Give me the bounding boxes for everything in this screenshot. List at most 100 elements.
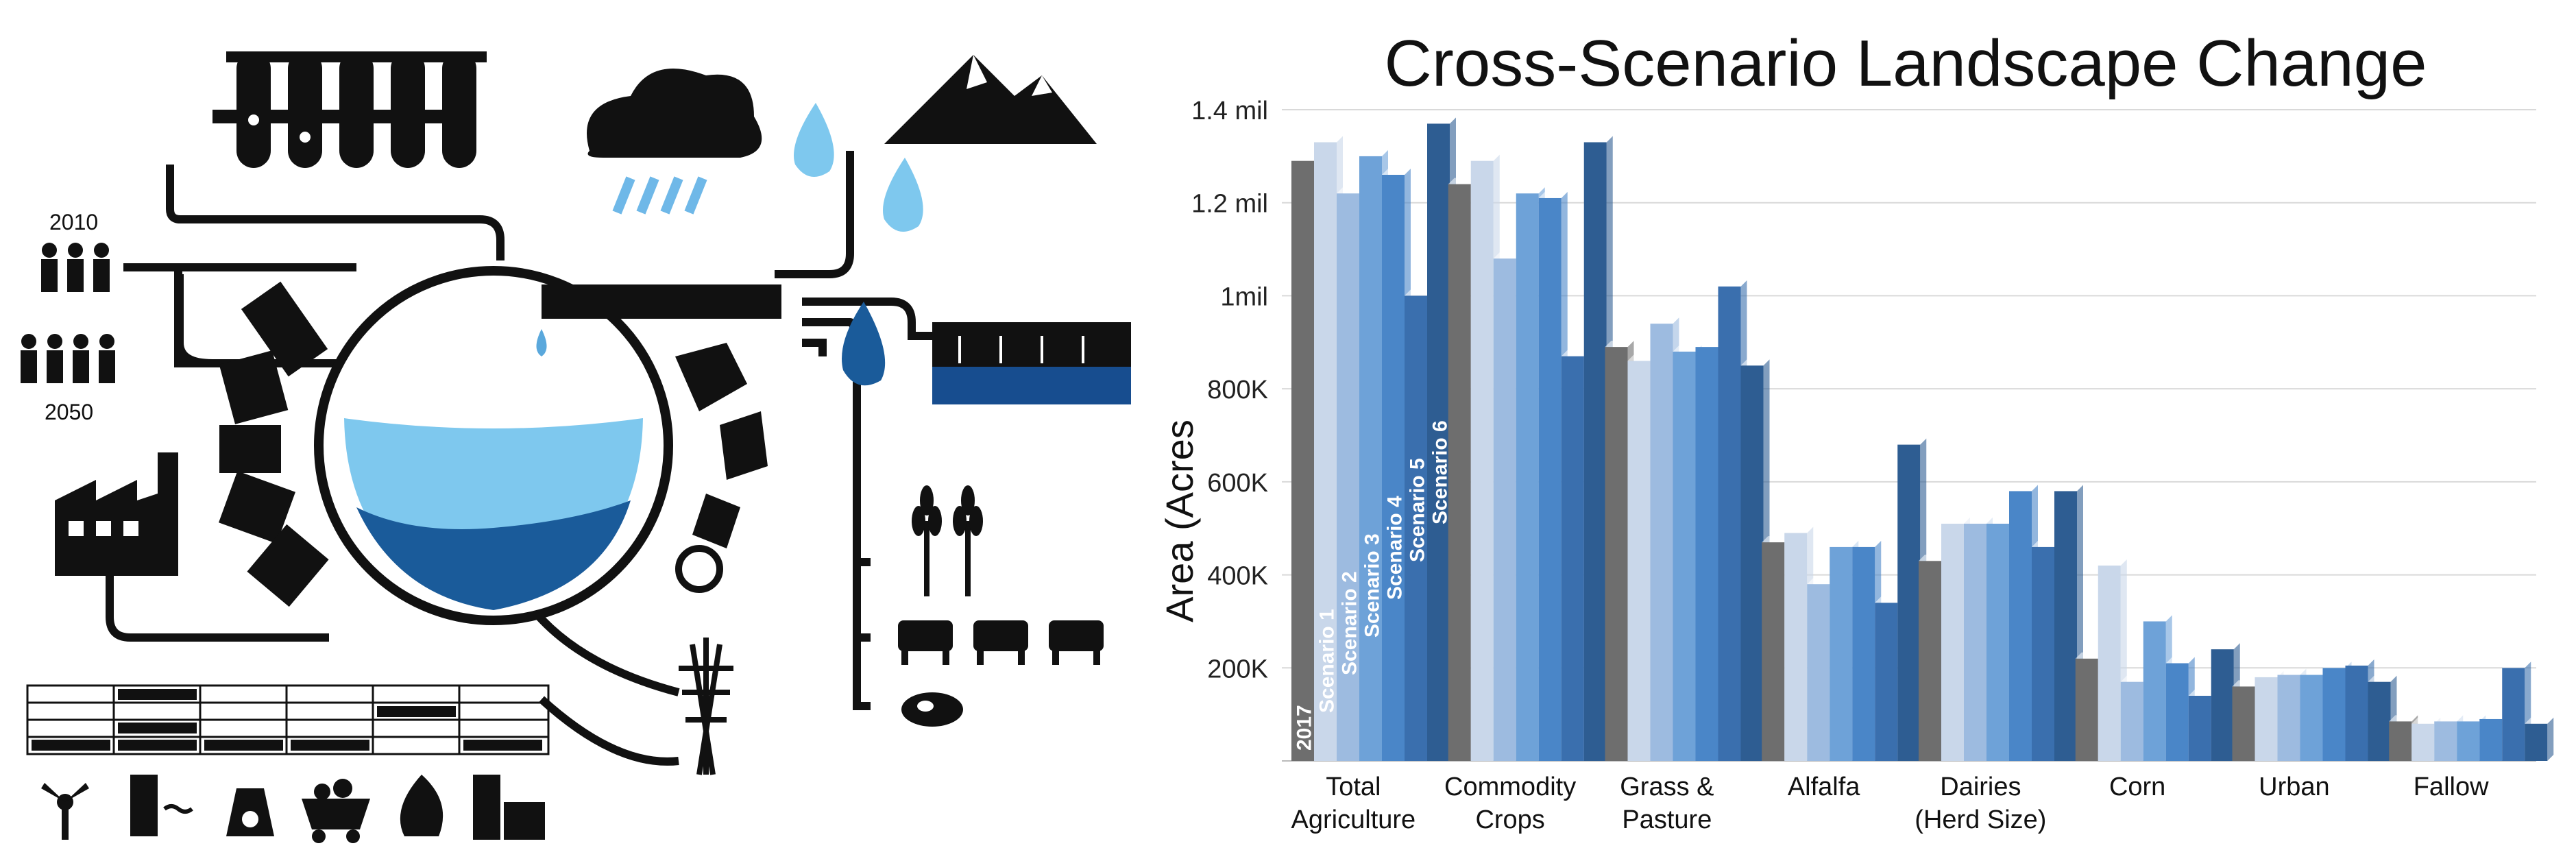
bar-scenario-5 [1405,295,1427,761]
bar-top [1538,191,1568,198]
rain-cloud-icon [587,69,762,215]
coal-cart-icon [302,779,370,843]
bar-top [1561,350,1590,356]
wheat-icon [912,485,983,596]
bar-scenario-1 [1941,523,1964,761]
x-tick-label: Agriculture [1291,805,1416,834]
series-label: Scenario 3 [1361,533,1384,638]
x-tick-label: Pasture [1622,805,1712,834]
bar-top [1784,526,1814,533]
test-tubes-icon [212,51,487,168]
y-tick-label: 1.4 mil [1191,97,1268,125]
bar-top [2434,715,2464,722]
bar-top [1986,517,2015,524]
bar-scenario-5 [2345,665,2368,761]
bar-scenario-2 [2120,681,2143,761]
bar-top [1762,536,1791,543]
bar-scenario-4 [1695,347,1718,762]
bar-scenario-1 [2098,566,2121,761]
bar-scenario-3 [1986,523,2009,761]
bar-2017 [1762,542,1785,761]
population-2010-icon [41,243,110,292]
bar-scenario-4 [2479,718,2503,761]
aquifer-icon [932,322,1131,404]
y-axis-label: Area (Acres [1158,420,1201,622]
bar-scenario-6 [1740,365,1764,761]
bar-top [1605,341,1634,348]
bar-scenario-4 [2009,491,2032,761]
energy-sources-icons [41,775,545,843]
bar-scenario-4 [1382,175,1405,761]
bar-top [2389,715,2418,722]
bar-scenario-3 [1673,351,1696,761]
bar-scenario-5 [2032,546,2054,761]
meat-icon [901,692,963,727]
bar-scenario-6 [2054,491,2077,761]
bar-scenario-2 [1964,523,1986,761]
bar-side [2547,717,2554,761]
bar-top [2368,675,2397,682]
reservoir-icon [314,266,673,625]
bar-top [2479,712,2509,719]
bar-top [1941,517,1970,524]
bar-scenario-2 [1493,258,1516,762]
bar-top [2345,659,2374,666]
wind-turbine-icon [41,783,89,840]
bar-top [1740,359,1770,366]
nuclear-icon [226,788,274,836]
bar-top [1673,345,1702,352]
bar-scenario-2 [1337,193,1359,762]
factory-icon [55,452,178,576]
bar-top [2098,559,2127,566]
x-tick-label: Commodity [1444,773,1576,801]
bar-top [2322,662,2352,668]
bar-top [1852,540,1882,547]
y-tick-label: 200K [1207,655,1268,683]
bar-scenario-1 [2411,723,2435,761]
bar-scenario-4 [2165,663,2189,761]
x-tick-label: Grass & [1620,773,1714,801]
bar-top [2411,717,2441,724]
bar-2017 [2075,658,2098,761]
bar-top [2143,615,2172,622]
bar-scenario-1 [1470,160,1494,762]
bar-scenario-1 [1314,142,1337,761]
bar-scenario-3 [1516,193,1539,762]
city-buildings-icon [219,281,329,607]
bar-scenario-3 [2300,675,2323,761]
year-2050-label: 2050 [45,400,93,424]
bar-2017 [1605,347,1628,762]
series-label: Scenario 4 [1384,496,1407,600]
bar-scenario-4 [2322,668,2346,761]
bar-top [1897,438,1927,445]
mountain-icon [884,55,1097,144]
x-tick-label: Corn [2109,773,2165,801]
bar-scenario-1 [1627,361,1651,761]
bar-scenario-5 [2502,668,2525,761]
bar-2017 [1291,160,1314,762]
y-tick-label: 1mil [1220,282,1268,311]
bar-top [1830,540,1859,547]
series-label: Scenario 5 [1407,458,1429,562]
bar-scenario-6 [1427,123,1450,761]
bar-top [1516,187,1545,194]
bar-scenario-1 [2255,677,2278,761]
bar-scenario-2 [2434,721,2457,761]
bar-top [1718,280,1747,287]
x-tick-labels: Total Agriculture Commodity Crops Grass & Pas… [1291,773,2490,834]
chart-title: Cross-Scenario Landscape Change [1385,27,2427,100]
bar-top [2032,540,2061,547]
bar-scenario-6 [2368,681,2391,761]
hydro-dam-icon [130,775,193,836]
bar-scenario-3 [1359,156,1382,761]
bar-top [2054,485,2083,492]
bar-top [1337,187,1365,194]
bar-top [1470,154,1500,161]
series-label: Scenario 6 [1429,420,1452,524]
bar-top [1964,517,1993,524]
bar-scenario-6 [2525,723,2548,761]
bar-top [1627,354,1657,361]
x-tick-label: Alfalfa [1788,773,1860,801]
bar-top [2009,485,2038,492]
